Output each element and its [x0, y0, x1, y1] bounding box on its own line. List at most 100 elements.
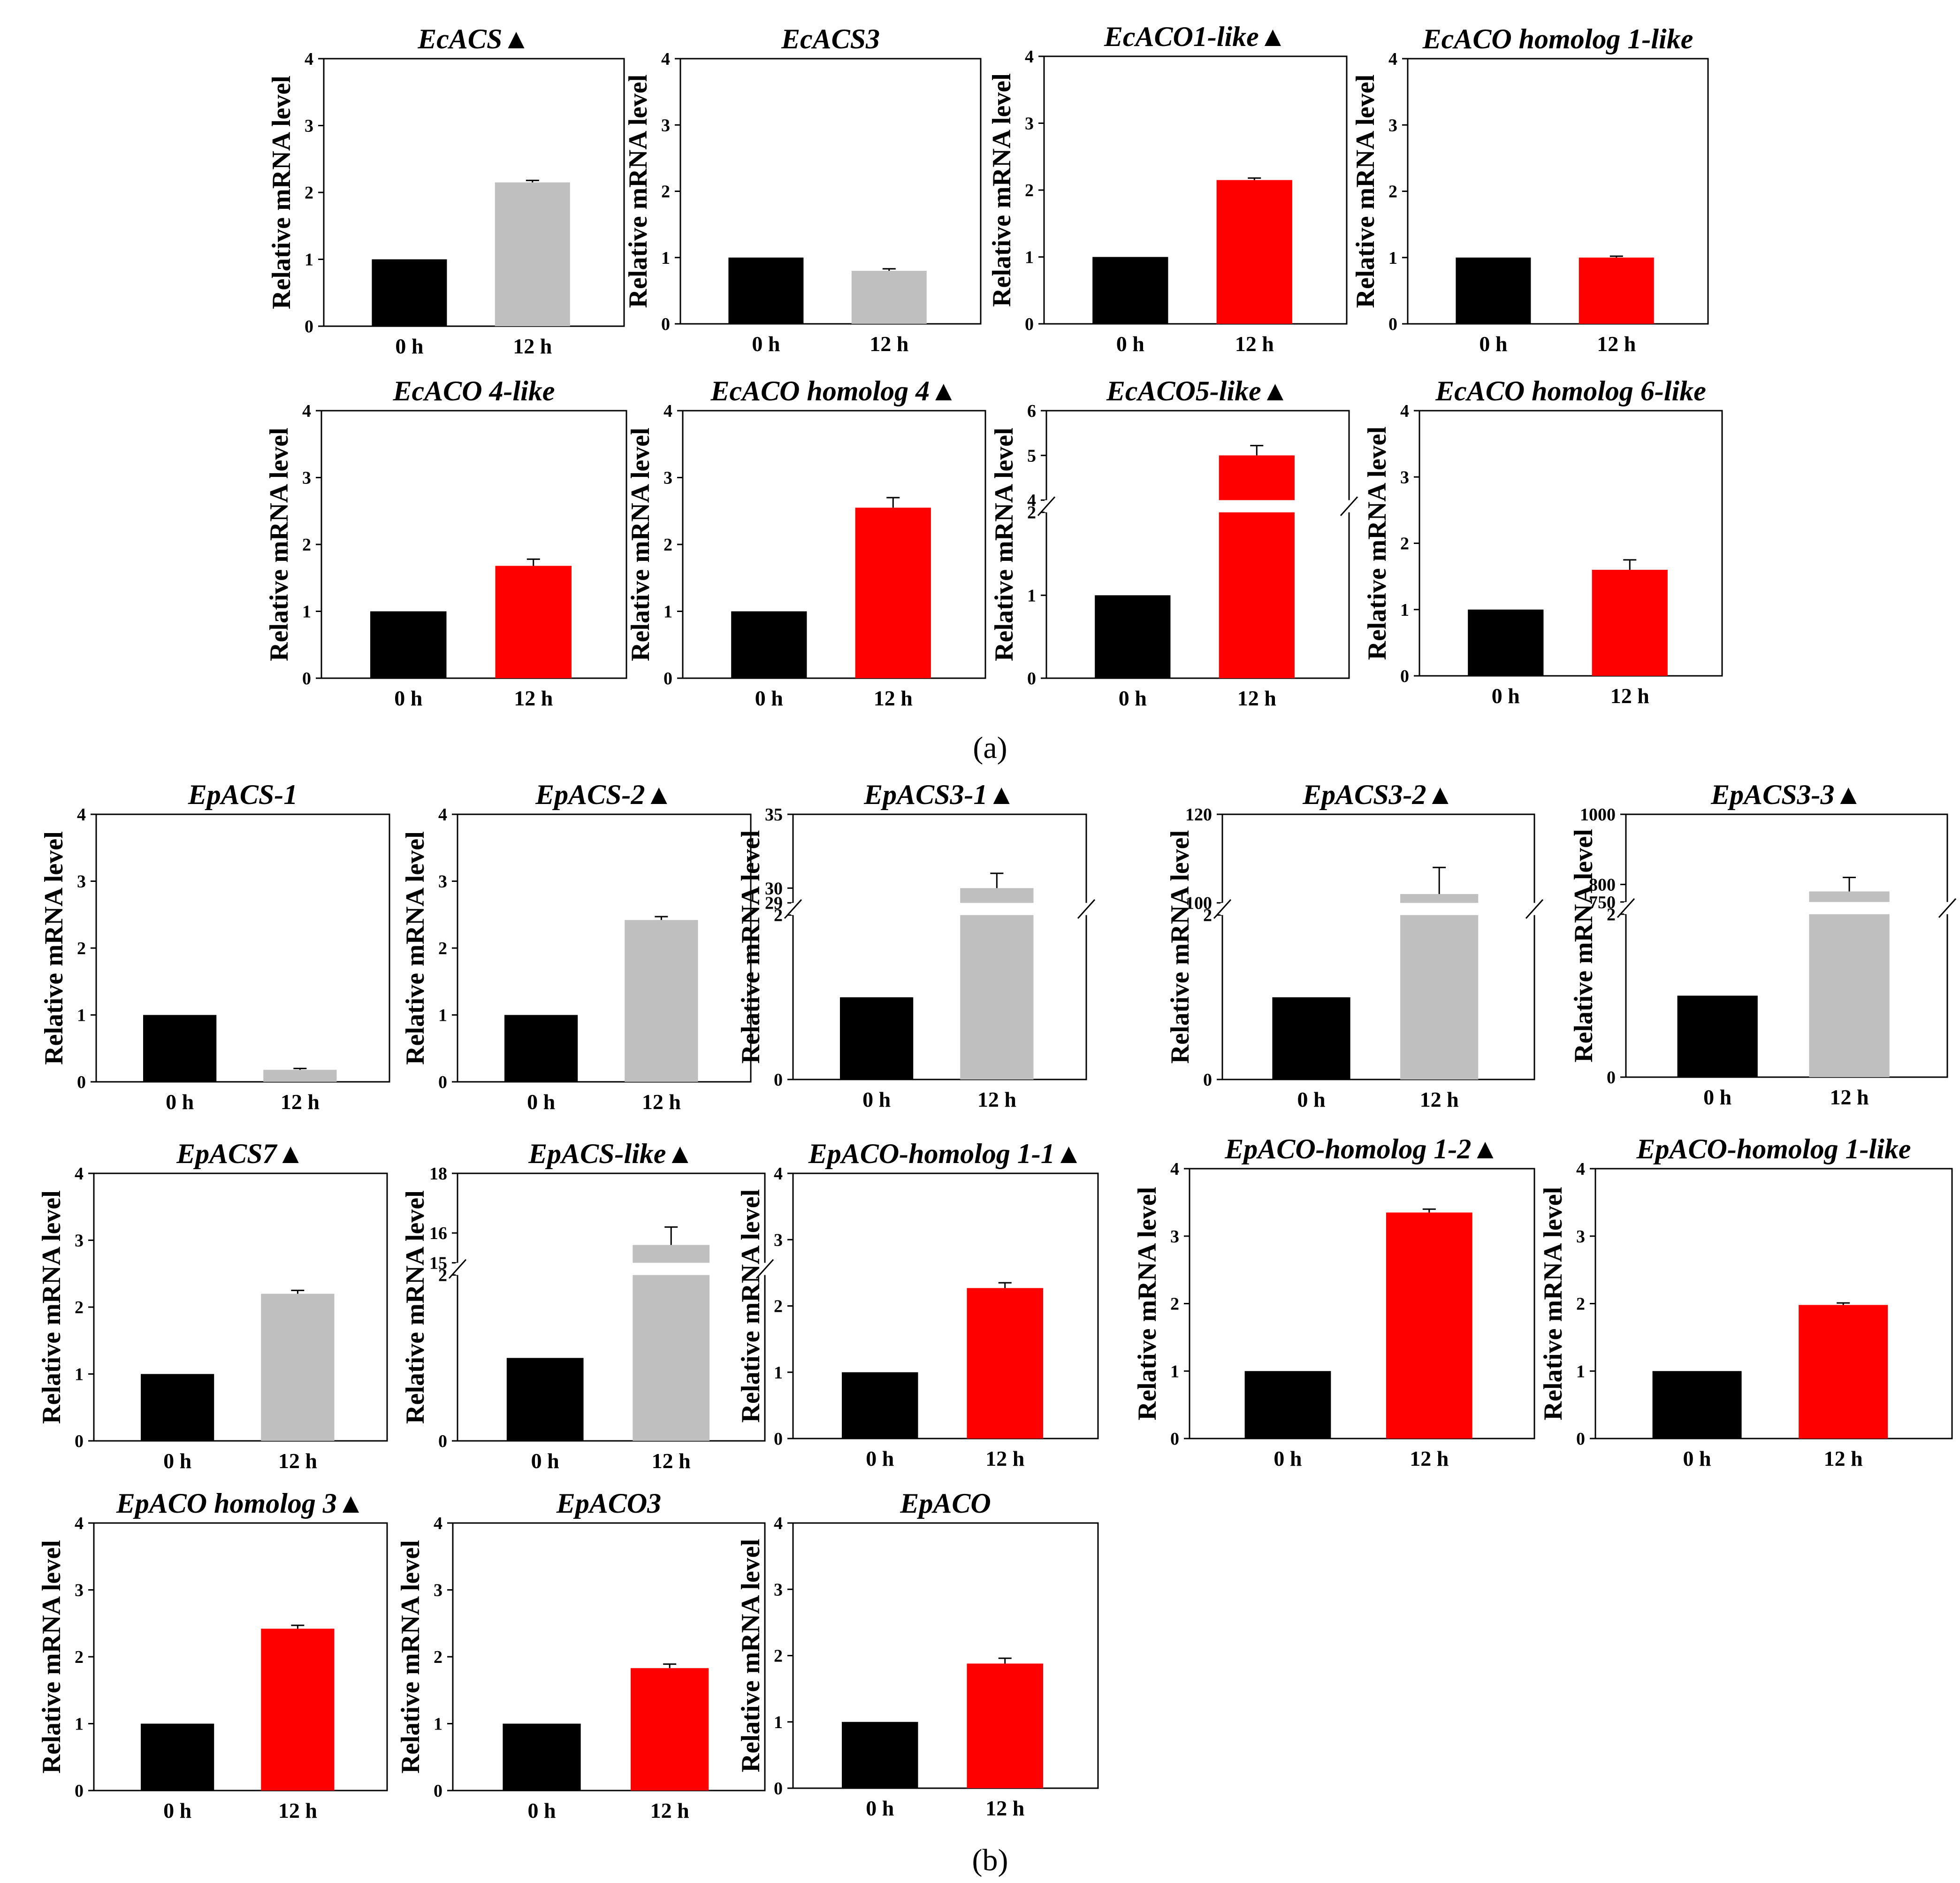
y-tick-label: 1	[305, 250, 313, 270]
plot-frame	[1043, 55, 1348, 325]
x-tick-label: 12 h	[642, 1090, 681, 1114]
y-tick-label: 4	[1025, 47, 1034, 67]
y-axis-label: Relative mRNA level	[624, 75, 653, 308]
x-tick-label: 0 h	[1297, 1087, 1325, 1111]
x-tick-label: 12 h	[977, 1087, 1016, 1111]
bar-control	[1456, 257, 1531, 324]
y-tick-label: 0	[774, 1779, 783, 1799]
y-tick-label: 6	[1027, 401, 1036, 421]
x-tick-label: 0 h	[166, 1090, 194, 1114]
plot-frame	[323, 58, 625, 327]
y-tick-label: 5	[1027, 446, 1036, 466]
x-tick-label: 12 h	[513, 334, 552, 358]
chart-title: EcACO homolog 1-like	[1422, 23, 1693, 54]
x-tick-label: 0 h	[866, 1796, 894, 1820]
y-tick-label: 2	[1388, 182, 1397, 202]
x-tick-label: 12 h	[985, 1447, 1024, 1470]
y-tick-label: 3	[774, 1580, 783, 1600]
bar-control	[842, 1372, 918, 1439]
bar-control	[370, 611, 447, 678]
bar-treated	[495, 182, 570, 326]
bar-control	[1272, 997, 1350, 1079]
plot-frame	[682, 410, 986, 679]
chart-7: EcACO5-like▲ Relative mRNA level 0 1 24 5 6 0 h…	[990, 375, 1358, 710]
plot-frame	[1045, 410, 1350, 679]
y-axis-label: Relative mRNA level	[990, 428, 1019, 661]
y-axis-label: Relative mRNA level	[37, 1540, 66, 1774]
y-tick-label: 750	[1589, 893, 1616, 912]
y-tick-label: 4	[1027, 491, 1036, 511]
x-tick-label: 0 h	[527, 1090, 555, 1114]
y-tick-label: 1	[774, 1713, 783, 1732]
y-tick-label: 2	[1170, 1294, 1179, 1314]
x-tick-label: 12 h	[1597, 332, 1636, 356]
axis-break-mark	[1077, 899, 1096, 919]
bar-break-gap	[959, 903, 1035, 915]
y-tick-label: 2	[438, 939, 447, 958]
y-tick-label: 4	[75, 1514, 84, 1533]
y-axis-label: Relative mRNA level	[39, 831, 69, 1065]
axis-break-mark	[1037, 496, 1056, 516]
y-tick-label: 1	[664, 602, 672, 622]
chart-title: EpACO homolog 3▲	[116, 1488, 365, 1519]
plot-frame	[93, 1172, 388, 1442]
y-tick-label: 3	[1576, 1227, 1585, 1247]
y-tick-label: 3	[1170, 1227, 1179, 1247]
plot-frame	[1419, 410, 1723, 677]
y-tick-label: 2	[434, 1647, 442, 1667]
y-axis-label: Relative mRNA level	[736, 1189, 765, 1423]
y-tick-label: 1	[77, 1006, 86, 1026]
plot-frame	[1625, 813, 1948, 1078]
chart-15: EpACS-like▲ Relative mRNA level 0 215 16 18 0 …	[401, 1138, 774, 1473]
chart-2: EcACS3 Relative mRNA level 0 1 2 3 4 0 h 12 h	[624, 23, 982, 356]
chart-title: EpACS3-2▲	[1302, 779, 1454, 810]
bar-treated	[261, 1629, 335, 1791]
y-axis-label: Relative mRNA level	[626, 428, 655, 661]
y-tick-label: 2	[1607, 905, 1616, 925]
bar-treated	[1809, 891, 1890, 1077]
y-tick-label: 4	[75, 1164, 84, 1184]
y-axis-label: Relative mRNA level	[401, 831, 430, 1065]
y-tick-label: 4	[661, 49, 670, 69]
x-tick-label: 0 h	[755, 686, 783, 710]
axis-break-mark	[1617, 898, 1635, 918]
x-tick-label: 0 h	[1116, 332, 1144, 356]
y-axis-label: Relative mRNA level	[37, 1190, 66, 1424]
y-tick-label: 2	[1400, 534, 1409, 554]
y-tick-label: 4	[774, 1514, 783, 1533]
bar-control	[372, 259, 447, 326]
x-tick-label: 12 h	[1237, 686, 1276, 710]
x-tick-label: 0 h	[1492, 684, 1520, 708]
y-tick-label: 0	[1607, 1068, 1616, 1087]
y-tick-label: 1	[661, 248, 670, 268]
x-tick-label: 12 h	[652, 1449, 691, 1473]
plot-frame	[1189, 1168, 1535, 1439]
y-tick-label: 1	[438, 1006, 447, 1026]
y-tick-label: 2	[1203, 906, 1212, 926]
bar-treated	[631, 1668, 709, 1791]
y-tick-label: 0	[438, 1431, 447, 1451]
y-tick-label: 2	[302, 535, 311, 555]
y-tick-label: 0	[774, 1070, 783, 1090]
chart-title: EcACO homolog 4▲	[710, 375, 957, 406]
y-tick-label: 3	[1388, 115, 1397, 135]
x-tick-label: 12 h	[650, 1799, 689, 1822]
chart-10: EpACS-2▲ Relative mRNA level 0 1 2 3 4 0 h 12 h	[401, 779, 752, 1114]
y-tick-label: 4	[1388, 49, 1397, 69]
y-tick-label: 3	[661, 115, 670, 135]
y-tick-label: 1	[1027, 586, 1036, 605]
y-tick-label: 1	[1388, 248, 1397, 268]
x-tick-label: 12 h	[1410, 1447, 1449, 1470]
x-tick-label: 0 h	[752, 332, 780, 356]
y-tick-label: 3	[1400, 467, 1409, 487]
y-tick-label: 18	[429, 1164, 447, 1184]
plot-frame	[792, 1172, 1099, 1439]
bar-treated	[1592, 570, 1668, 676]
chart-17: EpACO-homolog 1-2▲Relative mRNA level012…	[1133, 1133, 1535, 1470]
y-tick-label: 2	[77, 939, 86, 958]
y-axis-label: Relative mRNA level	[265, 428, 294, 661]
bar-treated	[1579, 257, 1654, 324]
bar-control	[1244, 1371, 1331, 1439]
